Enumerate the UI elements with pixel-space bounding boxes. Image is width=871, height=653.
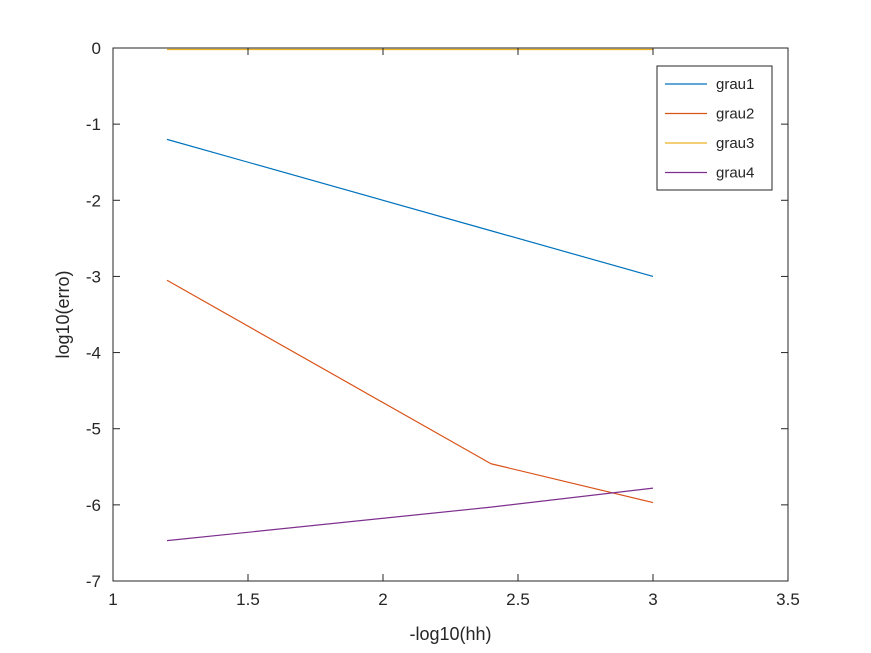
legend-label-grau3: grau3 — [716, 135, 754, 152]
x-tick-label: 2 — [378, 590, 387, 609]
series-layer — [166, 48, 654, 542]
series-line-grau1 — [166, 138, 654, 278]
legend-label-grau1: grau1 — [716, 76, 754, 93]
y-axis-title: log10(erro) — [53, 270, 73, 358]
legend-box — [656, 65, 773, 191]
series-line-grau2 — [166, 279, 654, 504]
y-tick-label: -3 — [86, 267, 101, 286]
y-tick-label: -6 — [86, 496, 101, 515]
series-line-grau4 — [166, 487, 654, 542]
legend-label-grau4: grau4 — [716, 165, 754, 182]
x-tick-label: 1 — [108, 590, 117, 609]
axes-box — [112, 47, 789, 582]
y-tick-label: -2 — [86, 191, 101, 210]
legend: grau1 grau2 grau3 grau4 — [656, 65, 773, 191]
x-tick-label: 2.5 — [506, 590, 530, 609]
x-axis-title: -log10(hh) — [409, 624, 491, 644]
x-tick-label: 3 — [648, 590, 657, 609]
y-tick-label: -5 — [86, 420, 101, 439]
y-tick-label: -1 — [86, 115, 101, 134]
y-tick-label: -4 — [86, 344, 101, 363]
legend-label-grau2: grau2 — [716, 106, 754, 123]
y-tick-label: -7 — [86, 572, 101, 591]
x-tick-label: 3.5 — [776, 590, 800, 609]
x-tick-label: 1.5 — [236, 590, 260, 609]
tick-layer: 1 1.5 2 2.5 3 3.5 0 -1 -2 -3 -4 -5 -6 -7 — [86, 39, 800, 609]
y-tick-label: 0 — [92, 39, 101, 58]
